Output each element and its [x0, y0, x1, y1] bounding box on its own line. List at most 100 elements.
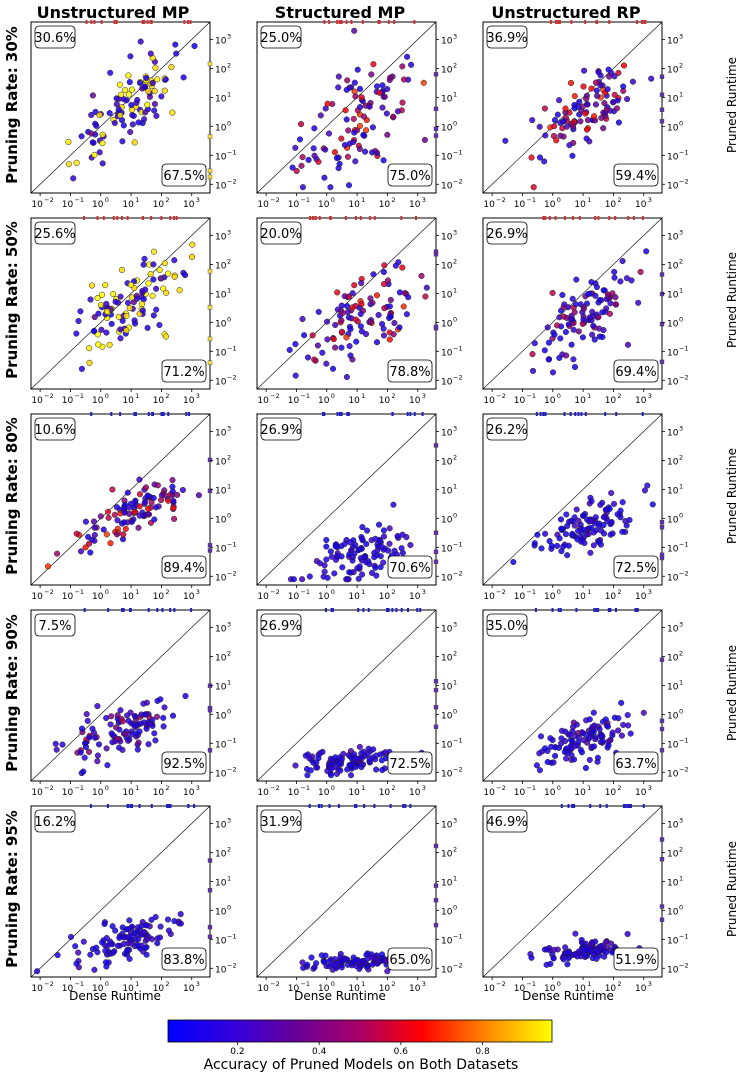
data-point: [588, 85, 595, 92]
y-tick-exponent: 0: [453, 511, 457, 519]
upper-percentage-text: 46.9%: [486, 815, 527, 830]
y-tick-label: 10: [441, 36, 453, 46]
top-rug-mark: [614, 216, 617, 220]
x-tick-label: 10: [379, 200, 391, 210]
top-rug-mark: [573, 804, 576, 808]
data-point: [117, 293, 124, 300]
data-point: [353, 338, 360, 345]
data-point: [154, 76, 161, 83]
x-tick-label: 10: [409, 396, 421, 406]
colorbar-ticks: 0.2 0.4 0.6 0.8: [230, 1042, 490, 1057]
panel-r3-c1: 10 −210 −210 −110 −110 010 010 110 110 210 210 310 3…: [30, 412, 237, 602]
y-tick-exponent: 0: [227, 315, 231, 323]
y-tick-exponent: 1: [453, 90, 457, 98]
y-tick-exponent: 3: [227, 32, 231, 40]
data-point: [124, 489, 131, 496]
data-point: [309, 332, 316, 339]
upper-percentage-box: 26.9%: [260, 417, 302, 441]
y-tick-label: 10: [667, 232, 679, 242]
y-tick-label: 10: [441, 377, 453, 387]
data-point: [306, 755, 313, 762]
y-tick-label: 10: [441, 936, 453, 946]
data-point: [378, 543, 385, 550]
y-tick-exponent: 0: [453, 315, 457, 323]
data-point: [377, 751, 384, 758]
data-point: [618, 732, 625, 739]
data-point: [324, 574, 331, 581]
data-point: [399, 264, 406, 271]
data-point: [86, 345, 93, 352]
data-point: [292, 341, 299, 348]
y-tick-label: 10: [215, 181, 227, 191]
data-point: [135, 524, 142, 531]
y-tick-label: 10: [667, 377, 679, 387]
y-tick-label: 10: [667, 348, 679, 358]
y-tick-exponent: −1: [227, 736, 237, 744]
data-point: [122, 730, 129, 737]
data-point: [92, 734, 99, 741]
lower-percentage-box: 69.4%: [613, 359, 659, 383]
y-tick-label: 10: [215, 457, 227, 467]
data-point: [368, 954, 376, 961]
data-point: [584, 101, 591, 108]
y-tick-exponent: −2: [227, 177, 237, 185]
y-tick-exponent: 1: [227, 874, 231, 882]
data-point: [373, 83, 381, 90]
data-point: [94, 758, 101, 765]
data-point: [162, 333, 169, 340]
top-rug-mark: [642, 804, 645, 808]
top-rug-mark: [150, 216, 153, 220]
data-point: [165, 927, 172, 934]
data-point: [143, 725, 150, 732]
data-point: [391, 319, 398, 327]
right-rug-mark: [433, 559, 439, 564]
data-point: [566, 142, 573, 149]
top-rug-mark: [146, 20, 149, 24]
y-tick-label: 10: [441, 457, 453, 467]
data-point: [541, 105, 548, 112]
panel-r3-c2: 10 −210 −210 −110 −110 010 010 110 110 210 210 310 3…: [256, 412, 463, 602]
x-tick-label: 10: [379, 788, 391, 798]
data-point: [114, 517, 121, 524]
y-tick-label: 10: [667, 65, 679, 75]
data-point: [335, 84, 342, 91]
right-rug-mark: [659, 291, 665, 297]
data-point: [350, 138, 357, 146]
data-point: [135, 936, 142, 943]
x-tick-label: 10: [635, 592, 647, 602]
data-point: [296, 136, 304, 143]
x-tick-label: 10: [183, 788, 195, 798]
data-point: [356, 122, 363, 130]
top-rug-mark: [560, 804, 563, 808]
x-tick-label: 10: [122, 396, 134, 406]
data-point: [303, 765, 311, 773]
data-point: [608, 489, 615, 497]
y-tick-exponent: 3: [453, 228, 457, 236]
x-tick-exponent: 0: [105, 392, 109, 400]
x-tick-label: 10: [153, 592, 165, 602]
top-rug-mark: [119, 412, 122, 416]
upper-percentage-text: 7.5%: [38, 619, 71, 634]
x-tick-exponent: 3: [648, 196, 652, 204]
data-point: [592, 292, 599, 299]
data-point: [620, 83, 627, 90]
data-point: [386, 525, 393, 532]
top-rug-mark: [551, 608, 554, 612]
data-point: [344, 576, 351, 583]
data-point: [358, 301, 365, 308]
data-point: [131, 713, 138, 720]
data-point: [144, 492, 151, 499]
data-point: [195, 492, 202, 499]
lower-percentage-box: 59.4%: [613, 163, 659, 187]
data-point: [54, 952, 61, 959]
x-tick-label: 10: [379, 984, 391, 994]
panel-r1-c1: 10 −210 −210 −110 −110 010 010 110 110 210 210 310 3…: [30, 20, 237, 210]
data-point: [601, 100, 608, 107]
row-label-30: Pruning Rate: 30%: [3, 26, 21, 184]
y-tick-exponent: 2: [679, 453, 683, 461]
data-point: [332, 321, 339, 329]
right-rug-mark: [433, 687, 439, 693]
y-tick-exponent: 0: [227, 119, 231, 127]
data-point: [77, 548, 85, 555]
data-point: [533, 762, 540, 769]
